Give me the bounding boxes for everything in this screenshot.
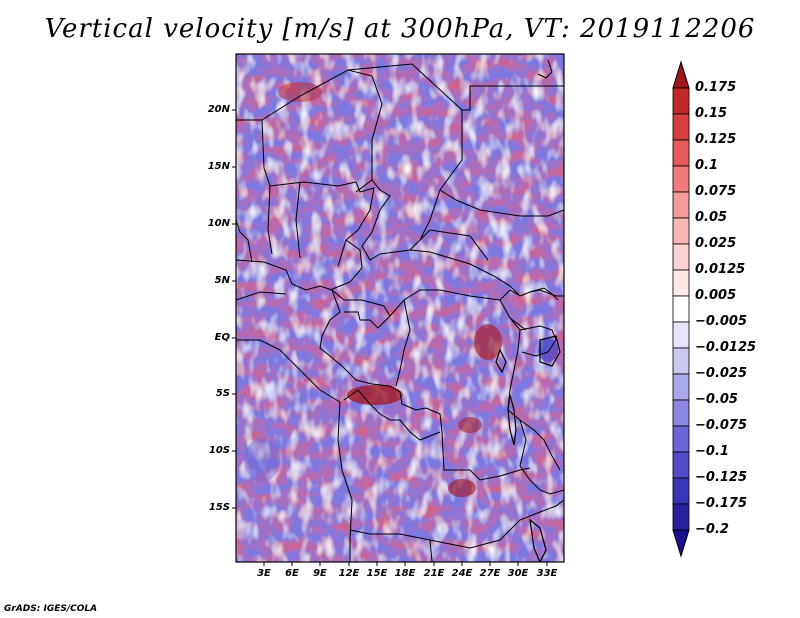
lon-label: 6E xyxy=(285,568,299,579)
colorbar-tick-label: 0.005 xyxy=(695,288,737,303)
lon-ticks xyxy=(263,562,548,566)
colorbar-tick-label: 0.025 xyxy=(695,236,737,251)
colorbar-tick-label: 0.05 xyxy=(695,210,728,225)
colorbar-tick-label: −0.125 xyxy=(695,470,748,485)
colorbar-tick-label: −0.005 xyxy=(695,314,748,329)
lat-label: 10N xyxy=(207,218,230,229)
colorbar-swatch xyxy=(672,191,690,219)
lake-outlines xyxy=(495,335,561,562)
colorbar-swatch xyxy=(672,243,690,271)
colorbar-top-arrow xyxy=(672,60,690,89)
colorbar-swatch xyxy=(672,373,690,401)
colorbar-swatch xyxy=(672,113,690,141)
colorbar-swatch xyxy=(672,295,690,323)
colorbar-tick-label: −0.0125 xyxy=(695,340,757,355)
lat-ticks xyxy=(232,109,236,509)
colorbar-tick-label: 0.0125 xyxy=(695,262,746,277)
lon-label: 3E xyxy=(257,568,271,579)
colorbar-swatch xyxy=(672,217,690,245)
colorbar-tick-label: 0.125 xyxy=(695,132,737,147)
lat-label: 20N xyxy=(207,104,230,115)
lat-label: EQ xyxy=(214,332,230,343)
colorbar-tick-label: 0.1 xyxy=(695,158,719,173)
colorbar-swatch xyxy=(672,165,690,193)
colorbar-swatch xyxy=(672,321,690,349)
country-borders xyxy=(236,59,564,562)
grads-credit: GrADS: IGES/COLA xyxy=(4,604,98,614)
colorbar-tick-label: −0.1 xyxy=(695,444,729,459)
lon-label: 18E xyxy=(394,568,416,579)
colorbar-swatch xyxy=(672,425,690,453)
colorbar-swatch xyxy=(672,139,690,167)
lon-label: 21E xyxy=(423,568,445,579)
updraft-patch xyxy=(278,82,322,102)
colorbar-swatch xyxy=(672,87,690,115)
lon-label: 27E xyxy=(479,568,501,579)
colorbar-tick-label: 0.15 xyxy=(695,106,728,121)
lat-label: 10S xyxy=(208,445,230,456)
lon-label: 24E xyxy=(451,568,473,579)
colorbar-bottom-arrow xyxy=(672,529,690,558)
lon-label: 15E xyxy=(366,568,388,579)
colorbar-tick-label: −0.05 xyxy=(695,392,738,407)
colorbar-swatch xyxy=(672,399,690,427)
lat-label: 5N xyxy=(214,275,230,286)
updraft-patch xyxy=(448,479,476,497)
map-title: Vertical velocity [m/s] at 300hPa, VT: 2… xyxy=(44,14,756,44)
lat-label: 15S xyxy=(208,502,230,513)
colorbar-swatch xyxy=(672,347,690,375)
colorbar-swatch xyxy=(672,269,690,297)
lon-label: 12E xyxy=(338,568,360,579)
colorbar-tick-label: −0.175 xyxy=(695,496,748,511)
colorbar-swatch xyxy=(672,503,690,531)
velocity-field xyxy=(236,54,564,562)
colorbar-tick-label: 0.075 xyxy=(695,184,737,199)
lon-label: 30E xyxy=(507,568,529,579)
colorbar-tick-label: 0.175 xyxy=(695,80,737,95)
colorbar xyxy=(672,60,690,558)
lon-label: 33E xyxy=(536,568,558,579)
lat-label: 15N xyxy=(207,161,230,172)
downdraft-patch xyxy=(244,438,280,482)
colorbar-tick-label: −0.2 xyxy=(695,522,729,537)
updraft-patch xyxy=(458,417,482,433)
colorbar-swatch xyxy=(672,451,690,479)
lon-label: 9E xyxy=(313,568,327,579)
updraft-patch xyxy=(474,324,502,360)
colorbar-tick-label: −0.075 xyxy=(695,418,748,433)
map-frame xyxy=(235,53,565,563)
colorbar-swatch xyxy=(672,477,690,505)
colorbar-tick-label: −0.025 xyxy=(695,366,748,381)
updraft-patch xyxy=(347,385,403,405)
lat-label: 5S xyxy=(215,388,230,399)
